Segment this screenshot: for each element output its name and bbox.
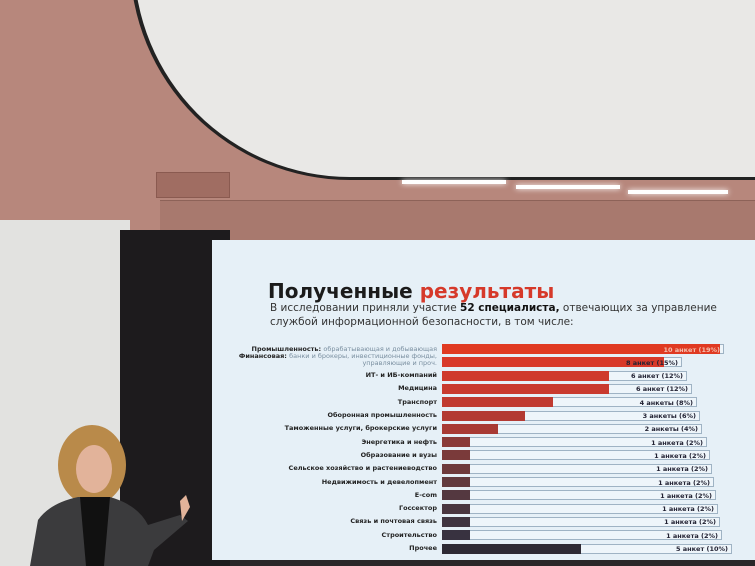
bar bbox=[442, 344, 720, 354]
ceiling-light bbox=[516, 185, 620, 189]
data-label: 5 анкет (10%) bbox=[675, 545, 728, 553]
category-name: Оборонная промышленность bbox=[327, 411, 437, 419]
subtitle-post: отвечающих за управление службой информа… bbox=[270, 302, 717, 328]
bar bbox=[442, 370, 609, 381]
bar bbox=[442, 477, 470, 487]
bar bbox=[442, 450, 470, 461]
slide-subtitle: В исследовании приняли участие 52 специа… bbox=[270, 301, 748, 329]
category-label: Недвижимость и девелопмент bbox=[321, 477, 437, 486]
bar bbox=[442, 490, 470, 501]
bar bbox=[442, 423, 498, 434]
data-label: 2 анкеты (4%) bbox=[644, 425, 698, 434]
bar bbox=[442, 503, 470, 514]
bar bbox=[442, 543, 581, 554]
category-label: Образование и вузы bbox=[360, 450, 437, 459]
ceiling-light bbox=[628, 190, 728, 194]
category-name: Строительство bbox=[381, 530, 437, 539]
data-label: 1 анкета (2%) bbox=[666, 531, 718, 540]
data-label: 1 анкета (2%) bbox=[664, 518, 716, 527]
title-main: Полученные bbox=[268, 279, 413, 303]
category-name: Финансовая: bbox=[238, 352, 287, 361]
category-name: Промышленность: bbox=[251, 344, 322, 353]
slide-title: Полученные результаты bbox=[268, 279, 554, 303]
data-label: 6 анкет (12%) bbox=[630, 372, 683, 381]
category-name: Образование и вузы bbox=[360, 450, 437, 459]
category-name: Госсектор bbox=[398, 504, 437, 513]
category-name: Таможенные услуги, брокерские услуги bbox=[284, 424, 437, 433]
category-name: E-com bbox=[414, 490, 437, 499]
bar bbox=[442, 437, 470, 448]
data-label: 1 анкета (2%) bbox=[656, 465, 708, 474]
data-label: 1 анкета (2%) bbox=[651, 438, 703, 447]
data-label: 1 анкета (2%) bbox=[660, 491, 712, 500]
category-label: Медицина bbox=[398, 385, 437, 392]
category-label: E-com bbox=[414, 490, 437, 499]
bar bbox=[442, 383, 609, 394]
bar bbox=[442, 516, 470, 527]
data-label: 1 анкета (2%) bbox=[662, 505, 714, 514]
category-name: Связь и почтовая связь bbox=[350, 517, 437, 526]
category-label: Сельское хозяйство и растениеводство bbox=[289, 465, 437, 472]
category-name: Транспорт bbox=[397, 397, 437, 406]
data-label: 1 анкета (2%) bbox=[654, 451, 706, 460]
category-name: ИТ- и ИБ-компаний bbox=[365, 371, 437, 380]
category-label: Энергетика и нефть bbox=[361, 437, 437, 446]
category-name: Прочее bbox=[409, 544, 437, 552]
title-accent: результаты bbox=[419, 279, 555, 303]
data-label: 3 анкеты (6%) bbox=[642, 412, 696, 420]
presenter bbox=[30, 425, 190, 566]
data-label: 10 анкет (19%) bbox=[663, 345, 720, 354]
ceiling-light bbox=[402, 180, 506, 184]
category-label: Связь и почтовая связь bbox=[350, 518, 437, 525]
category-label: Таможенные услуги, брокерские услуги bbox=[285, 425, 437, 432]
wall-dark bbox=[120, 230, 230, 566]
bar bbox=[442, 530, 470, 541]
bar bbox=[442, 410, 526, 421]
category-name: Сельское хозяйство и растениеводство bbox=[288, 464, 437, 473]
category-name: Недвижимость и девелопмент bbox=[321, 477, 437, 486]
category-label: Финансовая: банки и брокеры, инвестицион… bbox=[222, 353, 437, 367]
bar bbox=[442, 463, 470, 474]
subtitle-bold: 52 специалиста, bbox=[460, 302, 560, 314]
category-name: Энергетика и нефть bbox=[361, 437, 437, 446]
category-label: Промышленность: обрабатывающая и добываю… bbox=[251, 344, 437, 353]
ceiling-vent bbox=[156, 172, 230, 198]
data-label: 8 анкет (15%) bbox=[625, 358, 678, 367]
ceiling-beam bbox=[160, 200, 755, 240]
data-label: 1 анкета (2%) bbox=[658, 478, 710, 487]
category-desc: банки и брокеры, инвестиционные фонды, у… bbox=[289, 352, 437, 368]
category-label: Строительство bbox=[381, 530, 437, 539]
category-name: Медицина bbox=[398, 384, 437, 393]
subtitle-pre: В исследовании приняли участие bbox=[270, 302, 457, 314]
bar bbox=[442, 357, 665, 368]
category-label: Прочее bbox=[409, 545, 437, 552]
data-label: 4 анкеты (8%) bbox=[639, 398, 693, 407]
category-label: Госсектор bbox=[399, 505, 437, 512]
category-label: ИТ- и ИБ-компаний bbox=[366, 372, 437, 379]
bar bbox=[442, 397, 554, 408]
category-label: Транспорт bbox=[397, 397, 437, 406]
category-label: Оборонная промышленность bbox=[327, 412, 437, 419]
data-label: 6 анкет (12%) bbox=[635, 385, 688, 394]
category-desc: обрабатывающая и добывающая bbox=[323, 344, 437, 353]
